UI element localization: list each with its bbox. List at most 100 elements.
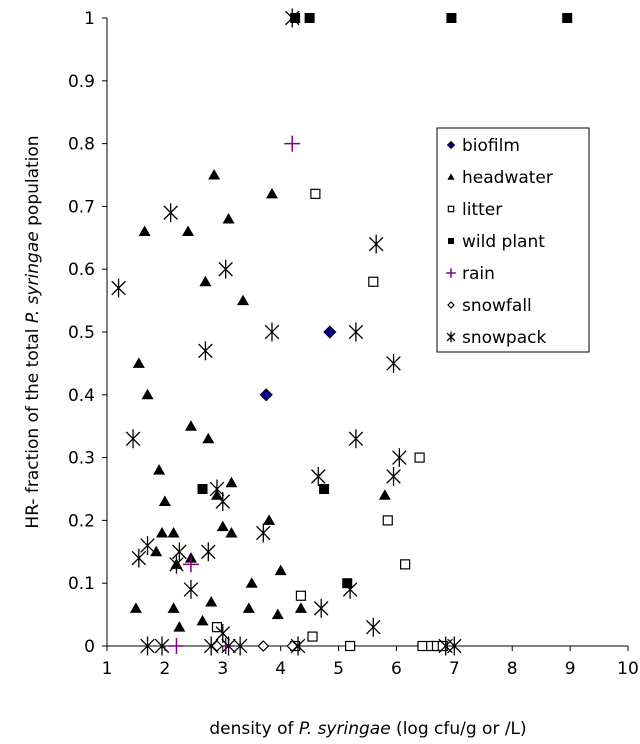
point-snowpack [313, 598, 329, 618]
point-biofilm [259, 388, 273, 402]
point-headwater [138, 225, 151, 237]
legend-label-wild-plant: wild plant [462, 232, 545, 252]
legend-label-litter: litter [462, 200, 502, 220]
series-snowpack [111, 8, 462, 656]
point-headwater [129, 602, 142, 613]
y-tick-label: 0.5 [68, 323, 95, 343]
point-snowpack [290, 636, 306, 656]
point-snowpack [368, 234, 384, 254]
point-snowpack [140, 536, 155, 555]
axes: 0 0.1 0.2 0.3 0.4 0.5 0.6 0.7 0.8 0.9 1 1 2 3 4 5 6 7 8 9 10 [68, 9, 639, 679]
point-rain [182, 556, 199, 573]
point-snowfall [257, 640, 270, 652]
data-marks [111, 8, 573, 656]
point-snowpack [386, 466, 401, 486]
point-snowpack [256, 523, 271, 543]
y-axis-title-part-3: population [23, 135, 43, 231]
y-tick-label: 0.4 [68, 386, 95, 406]
point-snowfall [211, 640, 223, 652]
point-snowpack [221, 636, 236, 656]
y-tick-label: 0 [84, 637, 95, 657]
legend-label-snowfall: snowfall [462, 296, 532, 316]
point-headwater [132, 357, 145, 368]
point-headwater [184, 420, 197, 431]
x-tick-label: 4 [275, 659, 286, 679]
point-litter [307, 631, 318, 642]
point-headwater [153, 464, 166, 475]
point-headwater [196, 614, 209, 626]
point-headwater [271, 608, 284, 620]
point-headwater [225, 526, 238, 538]
point-snowpack [447, 636, 462, 656]
series-headwater [129, 169, 391, 632]
point-litter [400, 559, 411, 570]
legend-marker-snowfall [447, 301, 455, 309]
point-wild-plant [446, 13, 457, 23]
x-tick-label: 8 [507, 659, 518, 679]
point-rain [168, 638, 185, 654]
legend-marker-rain [446, 268, 456, 278]
point-wild-plant [342, 578, 353, 589]
legend-marker-litter [447, 205, 455, 213]
series-litter [211, 188, 448, 652]
point-headwater [167, 602, 180, 613]
point-headwater [222, 212, 235, 224]
legend-label-rain: rain [462, 264, 495, 284]
point-snowpack [111, 278, 126, 298]
point-snowpack [172, 542, 187, 562]
point-headwater [263, 514, 276, 525]
point-snowpack [366, 617, 381, 637]
point-headwater [294, 602, 307, 613]
point-snowpack [215, 492, 231, 512]
point-snowpack [348, 429, 364, 449]
point-headwater [155, 526, 168, 538]
point-litter [437, 640, 448, 652]
legend-marker-headwater [447, 173, 455, 180]
point-snowpack [392, 448, 407, 468]
x-axis-title: density of P. syringae (log cfu/g or /L) [209, 719, 526, 739]
y-tick-label: 0.6 [68, 260, 95, 280]
point-headwater [208, 169, 221, 180]
legend-marker-wild-plant [448, 238, 454, 244]
series-biofilm [259, 325, 337, 402]
point-rain [284, 135, 301, 152]
x-axis-title-species: P. syringae [299, 719, 391, 739]
point-biofilm [323, 325, 337, 339]
x-tick-label: 2 [159, 659, 170, 679]
legend-label-snowpack: snowpack [462, 328, 546, 348]
point-headwater [216, 520, 229, 532]
point-headwater [225, 476, 238, 488]
point-snowpack [284, 8, 300, 28]
point-litter [382, 515, 393, 526]
point-snowpack [125, 429, 141, 449]
x-tick-label: 7 [449, 659, 460, 679]
point-wild-plant [304, 13, 315, 23]
x-axis-title-part-3: (log cfu/g or /L) [391, 719, 527, 739]
point-litter [414, 452, 425, 463]
point-litter [417, 640, 428, 652]
point-headwater [199, 275, 212, 287]
point-litter [368, 276, 379, 287]
point-headwater [173, 621, 186, 632]
point-snowpack [131, 548, 147, 568]
point-headwater [274, 564, 287, 576]
point-snowpack [198, 341, 213, 361]
legend-label-headwater: headwater [462, 168, 553, 188]
y-axis-title-species: P. syringae [23, 231, 43, 323]
point-headwater [182, 225, 195, 237]
point-headwater [158, 495, 171, 507]
point-wild-plant [197, 484, 208, 494]
point-headwater [265, 187, 278, 199]
point-snowpack [140, 636, 155, 656]
point-snowpack [232, 636, 248, 656]
legend-box [436, 127, 590, 353]
series-rain [168, 135, 301, 654]
point-litter [295, 590, 307, 601]
point-headwater [378, 489, 391, 500]
y-tick-label: 0.3 [68, 449, 95, 469]
point-snowpack [348, 322, 364, 342]
point-snowpack [264, 322, 280, 342]
legend-marker-snowpack [446, 331, 456, 343]
y-axis-title-part-1: HR- fraction of the total [23, 323, 43, 529]
y-tick-label: 0.2 [68, 511, 95, 531]
